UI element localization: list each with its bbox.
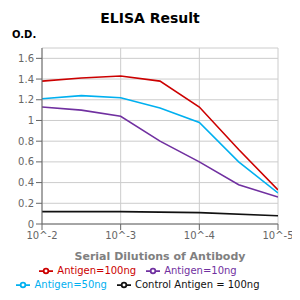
html-text:ELISA Result: ELISA Result [100,10,200,26]
svg-text:10^-2: 10^-2 [26,230,57,241]
svg-text:10^-5: 10^-5 [262,230,292,241]
html-text:O.D.: O.D. [12,29,37,40]
svg-text:10^-4: 10^-4 [184,230,215,241]
svg-text:1.6: 1.6 [18,53,34,64]
html-text:Antigen=10ng: Antigen=10ng [164,265,237,276]
svg-text:1.2: 1.2 [18,94,34,105]
svg-text:10^-3: 10^-3 [105,230,136,241]
svg-text:1.4: 1.4 [18,74,34,85]
svg-text:0.6: 0.6 [18,156,34,167]
svg-text:0.4: 0.4 [18,177,34,188]
html-text:Antigen=50ng: Antigen=50ng [34,279,107,290]
svg-text:Serial Dilutions of Antibody: Serial Dilutions of Antibody [75,250,246,263]
svg-text:0.8: 0.8 [18,136,34,147]
html-text:Control Antigen = 100ng: Control Antigen = 100ng [135,279,260,290]
svg-text:1: 1 [28,115,34,126]
html-text:Antigen=100ng: Antigen=100ng [57,265,137,276]
svg-text:0: 0 [28,219,34,230]
svg-text:0.2: 0.2 [18,198,34,209]
